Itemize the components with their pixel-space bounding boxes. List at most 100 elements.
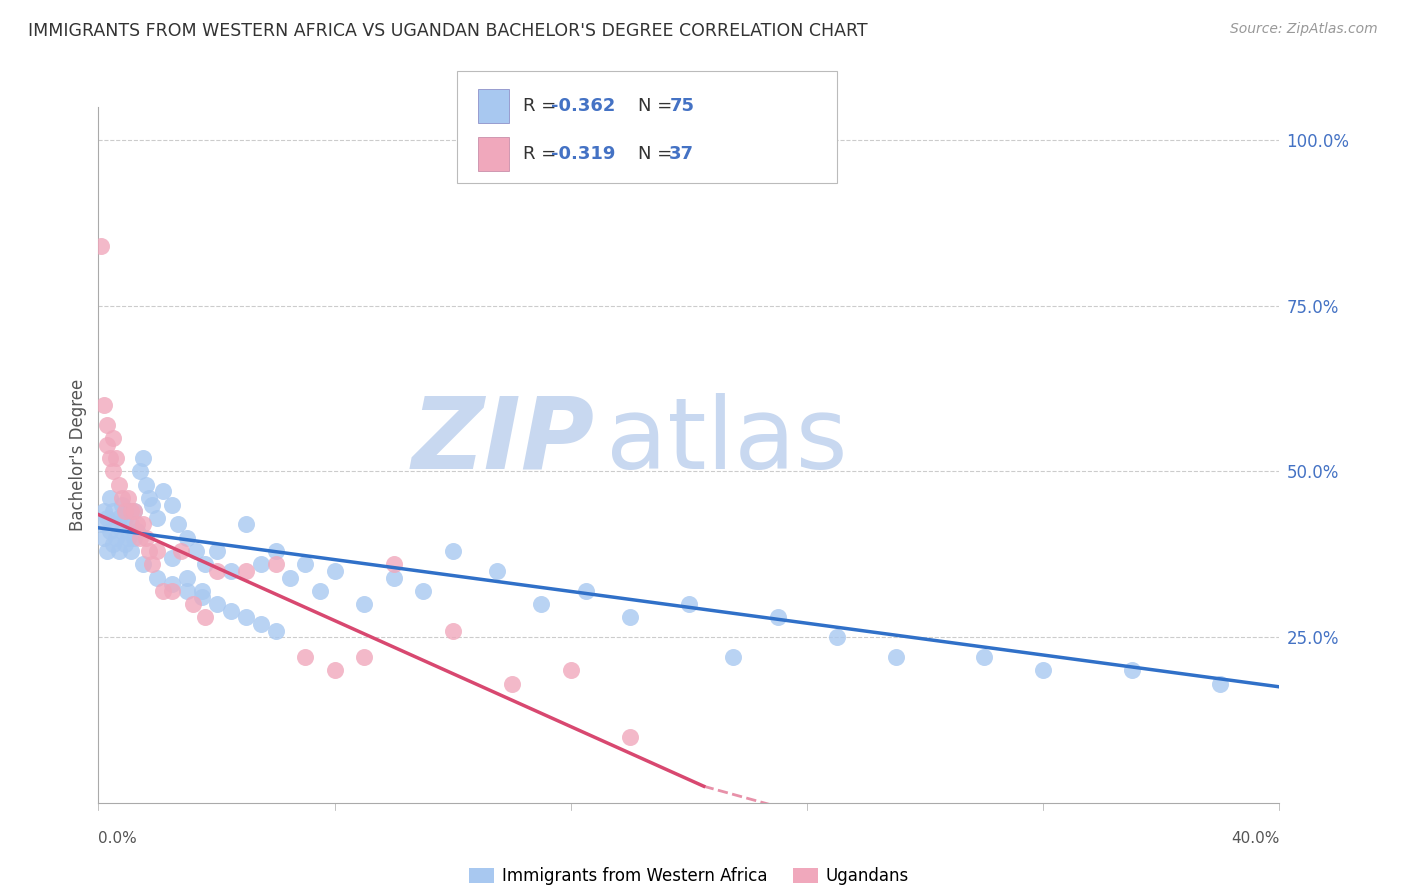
Point xyxy=(162,583,183,598)
Point xyxy=(108,544,131,558)
Text: IMMIGRANTS FROM WESTERN AFRICA VS UGANDAN BACHELOR'S DEGREE CORRELATION CHART: IMMIGRANTS FROM WESTERN AFRICA VS UGANDA… xyxy=(28,22,868,40)
Point xyxy=(176,570,198,584)
Point xyxy=(146,544,169,558)
Point xyxy=(114,511,136,525)
Point xyxy=(176,531,198,545)
Point xyxy=(128,465,150,479)
Point xyxy=(122,504,145,518)
Point xyxy=(501,676,523,690)
Point xyxy=(135,531,157,545)
Point xyxy=(1121,663,1143,677)
Point xyxy=(825,630,848,644)
Text: Source: ZipAtlas.com: Source: ZipAtlas.com xyxy=(1230,22,1378,37)
Point xyxy=(152,583,174,598)
Legend: Immigrants from Western Africa, Ugandans: Immigrants from Western Africa, Ugandans xyxy=(463,861,915,892)
Point xyxy=(120,544,142,558)
Point xyxy=(530,597,553,611)
Text: -0.362: -0.362 xyxy=(551,97,616,115)
Point xyxy=(441,544,464,558)
Point xyxy=(205,597,228,611)
Point xyxy=(152,484,174,499)
Point xyxy=(353,597,375,611)
Point xyxy=(382,558,405,572)
Point xyxy=(111,491,134,505)
Point xyxy=(141,558,163,572)
Point xyxy=(278,570,302,584)
Point xyxy=(162,577,183,591)
Point xyxy=(486,564,509,578)
Point xyxy=(181,597,204,611)
Point xyxy=(574,583,596,598)
Point xyxy=(98,451,121,466)
Point xyxy=(117,531,139,545)
Point xyxy=(723,650,745,665)
Point xyxy=(323,564,346,578)
Point xyxy=(122,531,145,545)
Point xyxy=(619,730,641,744)
Point xyxy=(264,544,287,558)
Text: R =: R = xyxy=(523,145,562,163)
Point xyxy=(884,650,907,665)
Point xyxy=(108,477,131,491)
Point xyxy=(114,537,136,551)
Point xyxy=(235,610,257,624)
Point xyxy=(111,524,134,538)
Point xyxy=(441,624,464,638)
Point xyxy=(250,558,273,572)
Text: N =: N = xyxy=(638,97,678,115)
Text: -0.319: -0.319 xyxy=(551,145,616,163)
Point xyxy=(132,558,155,572)
Point xyxy=(235,564,257,578)
Point xyxy=(219,564,242,578)
Point xyxy=(560,663,582,677)
Point xyxy=(167,517,190,532)
Point xyxy=(96,544,118,558)
Point xyxy=(120,517,142,532)
Point xyxy=(132,517,155,532)
Point xyxy=(294,558,316,572)
Point xyxy=(128,531,150,545)
Point xyxy=(619,610,641,624)
Point xyxy=(120,504,142,518)
Point xyxy=(105,517,128,532)
Point xyxy=(382,570,405,584)
Point xyxy=(191,583,214,598)
Point xyxy=(93,398,115,412)
Point xyxy=(250,616,273,631)
Point xyxy=(105,451,128,466)
Point xyxy=(412,583,434,598)
Point xyxy=(114,504,136,518)
Point xyxy=(93,504,115,518)
Point xyxy=(96,438,118,452)
Point xyxy=(146,570,169,584)
Point xyxy=(103,537,125,551)
Point xyxy=(138,491,160,505)
Point xyxy=(162,550,183,565)
Point xyxy=(1032,663,1054,677)
Point xyxy=(103,465,125,479)
Point xyxy=(135,477,157,491)
Point xyxy=(205,544,228,558)
Point xyxy=(766,610,789,624)
Point xyxy=(309,583,332,598)
Text: 40.0%: 40.0% xyxy=(1232,830,1279,846)
Point xyxy=(132,451,155,466)
Point xyxy=(90,239,112,253)
Point xyxy=(125,524,148,538)
Text: 0.0%: 0.0% xyxy=(98,830,138,846)
Point xyxy=(205,564,228,578)
Point xyxy=(103,431,125,445)
Point xyxy=(103,504,125,518)
Point xyxy=(96,511,118,525)
Point xyxy=(678,597,700,611)
Point xyxy=(219,604,242,618)
Point xyxy=(105,531,128,545)
Y-axis label: Bachelor's Degree: Bachelor's Degree xyxy=(69,379,87,531)
Point xyxy=(264,558,287,572)
Text: ZIP: ZIP xyxy=(412,392,595,490)
Point xyxy=(111,498,134,512)
Point xyxy=(96,418,118,433)
Point xyxy=(184,544,207,558)
Point xyxy=(125,517,148,532)
Point xyxy=(176,583,198,598)
